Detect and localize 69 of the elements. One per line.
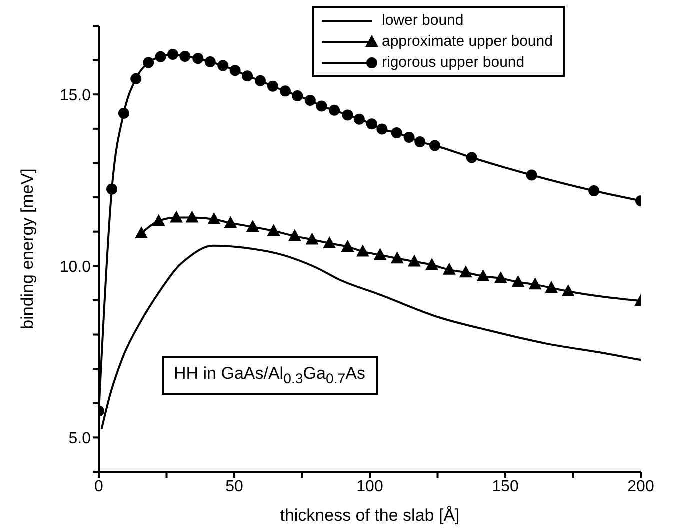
point: [267, 224, 280, 236]
point: [208, 212, 221, 224]
point: [374, 248, 387, 260]
point: [118, 108, 130, 119]
point: [267, 80, 278, 92]
point: [442, 262, 456, 275]
point: [288, 229, 302, 242]
point: [329, 104, 340, 116]
point: [390, 252, 404, 264]
y-axis-title: binding energy [meV]: [18, 168, 38, 330]
point: [466, 152, 478, 164]
point: [106, 184, 118, 195]
point: [376, 124, 388, 135]
point: [306, 232, 319, 245]
x-tick-label: 50: [226, 478, 244, 496]
point: [528, 278, 542, 290]
x-tick-label: 0: [94, 478, 104, 496]
y-tick-label: 5.0: [68, 430, 92, 448]
point: [356, 244, 370, 257]
point: [426, 258, 439, 270]
point: [135, 226, 148, 239]
point: [323, 236, 336, 249]
legend-label: lower bound: [382, 12, 464, 29]
y-tick-label: 10.0: [60, 258, 92, 276]
point: [246, 220, 260, 232]
point: [526, 170, 538, 181]
point: [255, 75, 266, 86]
x-tick-label: 150: [492, 478, 519, 496]
y-tick-label: 15.0: [60, 87, 92, 104]
point: [224, 216, 238, 228]
point: [218, 60, 229, 72]
x-axis-title: thickness of the slab [Å]: [280, 506, 460, 525]
point: [192, 53, 204, 64]
annotation: HH in GaAs/Al$_{0.3}$Ga$_{0.7}$As: [162, 356, 378, 396]
point: [304, 94, 316, 106]
point: [459, 266, 472, 278]
point: [180, 51, 191, 62]
point: [354, 114, 365, 125]
point: [588, 186, 600, 197]
point: [186, 210, 199, 223]
point: [476, 269, 490, 282]
point: [342, 110, 354, 121]
legend-label: approximate upper bound: [382, 33, 553, 50]
legend-label: rigorous upper bound: [382, 54, 525, 71]
point: [292, 90, 304, 102]
point: [230, 65, 241, 76]
x-tick-label: 100: [356, 478, 384, 496]
point: [280, 86, 291, 97]
point: [242, 70, 254, 82]
point: [341, 240, 354, 252]
point: [204, 56, 216, 68]
point: [494, 272, 508, 284]
point: [391, 128, 402, 139]
point: [404, 132, 415, 143]
point: [430, 140, 441, 152]
x-tick-label: 200: [628, 478, 654, 496]
point: [316, 100, 328, 112]
point: [512, 275, 525, 288]
point: [167, 48, 178, 60]
point: [143, 57, 154, 68]
point: [408, 254, 421, 267]
point: [155, 51, 166, 62]
point: [366, 118, 378, 130]
point: [414, 136, 426, 148]
point: [170, 210, 184, 223]
point: [562, 284, 575, 297]
point: [130, 73, 142, 84]
point: [545, 281, 558, 294]
point: [152, 214, 166, 226]
